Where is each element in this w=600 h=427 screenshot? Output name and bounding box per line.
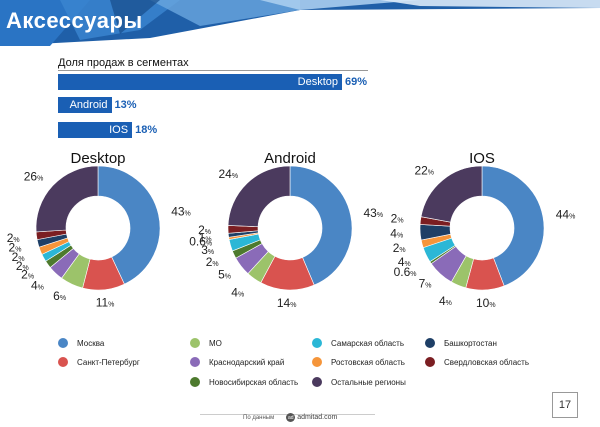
header-banner [0, 0, 600, 46]
page-number: 17 [552, 392, 578, 418]
donut-title-desktop: Desktop [70, 150, 125, 167]
admitad-logo-icon: ad [286, 413, 296, 422]
donut-slice [35, 165, 99, 233]
donut-charts: Desktop43%11%6%4%2%2%2%2%2%26%Android43%… [7, 150, 576, 310]
slice-label: 2% [391, 212, 404, 226]
slice-label: 5% [218, 267, 231, 281]
legend-swatch [312, 338, 322, 348]
segment-bar-label: Android [69, 99, 108, 111]
legend-label: Остальные регионы [331, 377, 406, 387]
slice-label: 14% [277, 296, 297, 310]
segment-bar-desktop: Desktop [58, 74, 342, 90]
slice-label: 26% [24, 170, 44, 184]
legend-item: Свердловская область [425, 357, 529, 367]
legend-swatch [58, 338, 68, 348]
legend-label: Краснодарский край [209, 357, 285, 367]
segment-row-ios: IOS 18% [58, 122, 157, 138]
slice-label: 7% [419, 276, 432, 290]
legend-item: Самарская область [312, 338, 404, 348]
admitad-logo-text: admitad.com [297, 414, 338, 421]
donut-slice [481, 165, 545, 287]
footer: По данным ad admitad.com [243, 413, 337, 422]
legend-item: Новосибирская область [190, 377, 298, 387]
donut-slice [289, 165, 353, 286]
footer-source-label: По данным [243, 414, 275, 421]
segments-title-rule [58, 70, 368, 71]
donut-slice [97, 165, 161, 285]
legend-label: Башкортостан [444, 338, 497, 348]
segment-row-desktop: Desktop 69% [58, 74, 367, 90]
slice-label: 11% [96, 296, 115, 310]
legend-item: Москва [58, 338, 104, 348]
segment-bar-value: 13% [114, 99, 137, 111]
slice-label: 2% [393, 241, 406, 255]
slice-label: 4% [31, 279, 44, 293]
slice-label: 4% [439, 294, 452, 308]
legend-swatch [190, 357, 200, 367]
segment-bar-label: IOS [109, 124, 129, 136]
slice-label: 44% [556, 207, 576, 221]
slide-header: Аксессуары [0, 0, 600, 46]
slice-label: 4% [390, 226, 403, 240]
legend-label: Новосибирская область [209, 377, 299, 387]
admitad-logo: ad admitad.com [286, 413, 337, 422]
segment-bar-android: Android [58, 97, 112, 113]
slice-label: 43% [363, 206, 383, 220]
legend-item: МО [190, 338, 222, 348]
slice-label: 6% [53, 289, 66, 303]
legend-label: Самарская область [331, 338, 405, 348]
legend-swatch [190, 338, 200, 348]
legend-swatch [312, 377, 322, 387]
legend-label: Свердловская область [444, 357, 529, 367]
legend-item: Остальные регионы [312, 377, 406, 387]
legend-item: Краснодарский край [190, 357, 284, 367]
slice-label: 4% [398, 255, 411, 269]
legend-swatch [425, 338, 435, 348]
slice-label: 43% [171, 205, 191, 219]
donut-title-ios: IOS [469, 150, 495, 167]
legend-swatch [312, 357, 322, 367]
slice-label: 2% [198, 223, 211, 237]
donut-slice [227, 165, 291, 227]
legend-swatch [190, 377, 200, 387]
segments-chart-title: Доля продаж в сегментах [58, 57, 189, 69]
slice-label: 10% [476, 296, 496, 310]
segment-bar-value: 18% [135, 124, 158, 136]
legend-item: Санкт-Петербург [58, 357, 140, 367]
segment-row-android: Android 13% [58, 97, 137, 113]
segment-bar-label: Desktop [297, 76, 338, 88]
legend-swatch [58, 357, 68, 367]
slice-label: 24% [218, 167, 238, 181]
donut-slice [420, 165, 483, 223]
legend-label: Москва [77, 338, 105, 348]
slice-label: 4% [231, 285, 244, 299]
legend-label: Санкт-Петербург [77, 357, 140, 367]
slice-label: 22% [414, 163, 434, 177]
legend-swatch [425, 357, 435, 367]
legend-label: МО [209, 338, 222, 348]
segment-bar-value: 69% [345, 76, 368, 88]
segment-bar-ios: IOS [58, 122, 133, 138]
legend-item: Ростовская область [312, 357, 405, 367]
donut-title-android: Android [264, 150, 316, 167]
slice-label: 2% [7, 231, 20, 245]
legend-item: Башкортостан [425, 338, 497, 348]
page-title: Аксессуары [6, 8, 143, 33]
legend-label: Ростовская область [331, 357, 405, 367]
